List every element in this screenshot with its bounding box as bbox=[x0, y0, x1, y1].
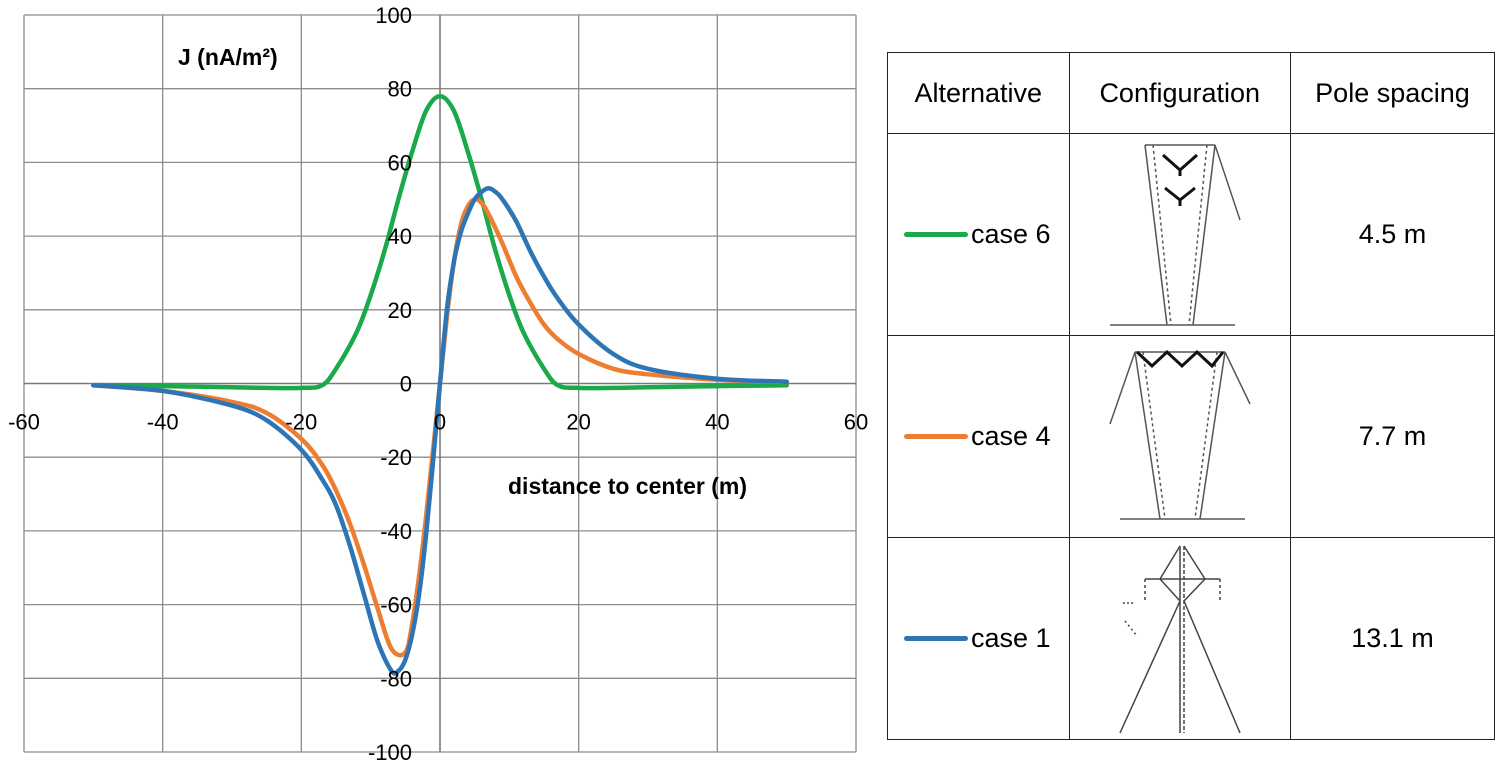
pole-spacing-case-4: 7.7 m bbox=[1289, 335, 1496, 538]
legend-line-case-1 bbox=[904, 635, 968, 641]
alternatives-table: Alternative Configuration Pole spacing c… bbox=[887, 52, 1496, 740]
legend-label: case 6 bbox=[971, 218, 1051, 249]
legend-entry-case-1: case 1 bbox=[887, 537, 1070, 740]
legend-label: case 4 bbox=[971, 420, 1051, 451]
table-header-row: Alternative Configuration Pole spacing bbox=[887, 52, 1496, 134]
series-line-case-1 bbox=[91, 185, 789, 676]
tower-drawing-case-6 bbox=[1068, 133, 1291, 336]
x-tick-label: 0 bbox=[434, 410, 446, 435]
y-tick-label: -40 bbox=[380, 519, 412, 544]
x-tick-label: 20 bbox=[566, 410, 590, 435]
y-tick-label: -80 bbox=[380, 666, 412, 691]
legend-label: case 1 bbox=[971, 622, 1051, 653]
x-tick-label: 60 bbox=[844, 410, 868, 435]
y-tick-label: 20 bbox=[388, 298, 412, 323]
y-tick-label: 80 bbox=[388, 77, 412, 102]
y-tick-label: -20 bbox=[380, 445, 412, 470]
tower-drawing-case-4 bbox=[1068, 335, 1291, 538]
chart-series bbox=[91, 93, 789, 676]
table-row: case 6 4.5 bbox=[887, 133, 1496, 336]
legend-entry-case-4: case 4 bbox=[887, 335, 1070, 538]
pole-spacing-case-1: 13.1 m bbox=[1289, 537, 1496, 740]
x-axis-title: distance to center (m) bbox=[508, 473, 747, 499]
header-configuration: Configuration bbox=[1068, 52, 1291, 134]
y-tick-label: 0 bbox=[400, 372, 412, 397]
tower-drawing-case-1 bbox=[1068, 537, 1291, 740]
chart-tick-labels: -60 -40 -20 0 20 40 60 100 80 60 40 20 0 -20 -40 -60 -80… bbox=[8, 3, 868, 765]
table-row: case 1 bbox=[887, 537, 1496, 740]
header-pole-spacing: Pole spacing bbox=[1289, 52, 1496, 134]
legend-line-case-6 bbox=[904, 231, 968, 237]
x-tick-label: -20 bbox=[285, 410, 317, 435]
legend-entry-case-6: case 6 bbox=[887, 133, 1070, 336]
tower-case-1-image bbox=[1119, 545, 1241, 734]
tower-case-6-image bbox=[1109, 143, 1241, 326]
header-alternative: Alternative bbox=[887, 52, 1070, 134]
y-tick-label: 60 bbox=[388, 150, 412, 175]
tower-case-4-image bbox=[1109, 349, 1251, 520]
x-tick-label: -60 bbox=[8, 410, 40, 435]
y-tick-label: -100 bbox=[368, 740, 412, 765]
y-tick-label: -60 bbox=[380, 593, 412, 618]
legend-line-case-4 bbox=[904, 433, 968, 439]
table-row: case 4 7.7 m bbox=[887, 335, 1496, 538]
y-tick-label: 40 bbox=[388, 224, 412, 249]
y-axis-title: J (nA/m²) bbox=[178, 44, 278, 70]
current-density-chart: -60 -40 -20 0 20 40 60 100 80 60 40 20 0 -20 -40 -60 -80… bbox=[8, 3, 868, 765]
x-tick-label: -40 bbox=[147, 410, 179, 435]
series-line-case-6 bbox=[91, 93, 789, 391]
x-tick-label: 40 bbox=[705, 410, 729, 435]
y-tick-label: 100 bbox=[375, 3, 412, 28]
pole-spacing-case-6: 4.5 m bbox=[1289, 133, 1496, 336]
